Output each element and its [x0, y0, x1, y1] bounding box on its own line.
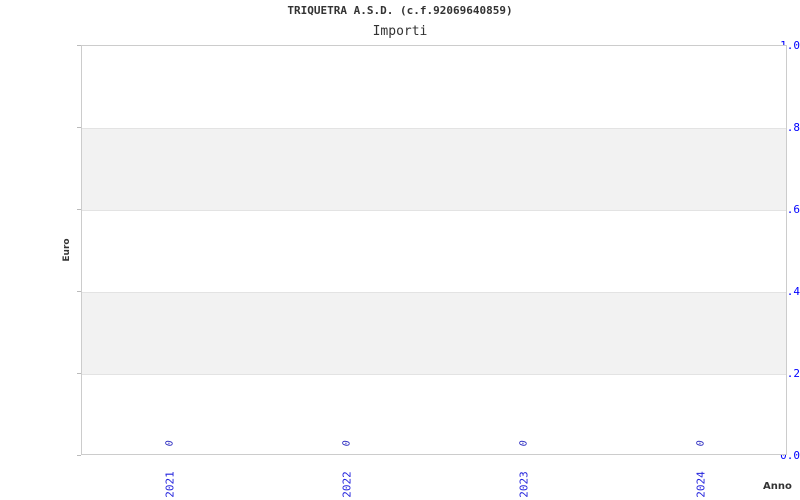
xtick-label-2021: 2021: [163, 471, 177, 498]
ytick-mark-1: [77, 373, 81, 374]
ytick-mark-4: [77, 127, 81, 128]
bar-2022: [347, 454, 349, 456]
ytick-mark-3: [77, 209, 81, 210]
chart-subtitle: Importi: [372, 24, 428, 39]
page-title: TRIQUETRA A.S.D. (c.f.92069640859): [287, 4, 513, 17]
x-axis-label: Anno: [763, 481, 792, 492]
gridline-0.2: [82, 374, 786, 375]
plot-band-upper: [82, 128, 786, 210]
gridline-0.6: [82, 210, 786, 211]
xtick-label-2022: 2022: [340, 471, 354, 498]
plot-band-lower: [82, 292, 786, 374]
bar-2024: [701, 454, 703, 456]
plot-area: [81, 45, 787, 455]
gridline-0.4: [82, 292, 786, 293]
ytick-mark-2: [77, 291, 81, 292]
xtick-label-2024: 2024: [694, 471, 708, 498]
xtick-label-2023: 2023: [517, 471, 531, 498]
bar-2021: [170, 454, 172, 456]
gridline-0.8: [82, 128, 786, 129]
ytick-mark-0: [77, 455, 81, 456]
ytick-mark-5: [77, 45, 81, 46]
bar-2023: [524, 454, 526, 456]
y-axis-label: Euro: [62, 238, 72, 262]
